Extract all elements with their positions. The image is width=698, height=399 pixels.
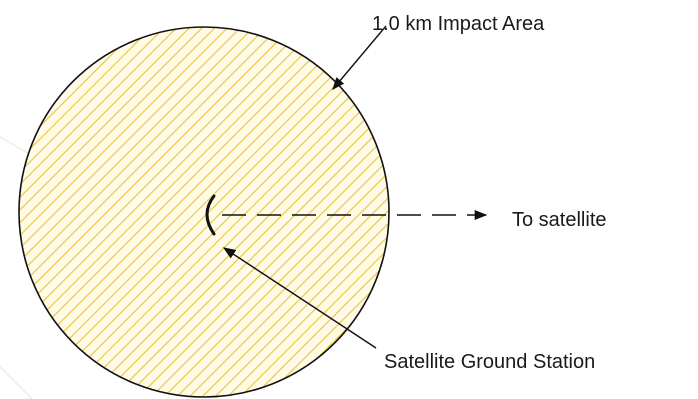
impact-area-label: 1.0 km Impact Area: [372, 13, 545, 35]
background-line: [0, 366, 33, 399]
station-pointer-arrow: [222, 247, 377, 349]
impact-area-circle: [18, 26, 390, 398]
ground-station-label: Satellite Ground Station: [384, 351, 595, 373]
impact-area-pointer-arrow: [332, 25, 387, 90]
dish-antenna-icon: [205, 194, 216, 236]
to-satellite-label: To satellite: [512, 209, 607, 231]
